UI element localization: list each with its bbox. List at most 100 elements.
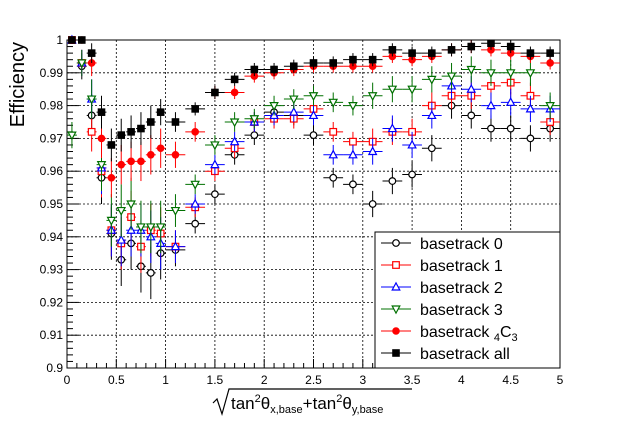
data-point: [106, 216, 117, 226]
data-point: [388, 46, 397, 54]
y-tick-label: 0.96: [40, 164, 64, 178]
data-point: [250, 65, 259, 74]
x-axis-title-sup: 2: [255, 393, 261, 405]
data-point: [127, 128, 135, 136]
x-tick-label: 0.5: [108, 373, 125, 387]
data-points: [67, 34, 560, 300]
y-tick-label: 1: [56, 33, 63, 47]
data-point: [146, 268, 155, 277]
legend: basetrack 0 basetrack 1 basetrack 2 basetra…: [374, 231, 561, 369]
data-point: [427, 144, 436, 153]
data-point: [68, 36, 76, 44]
data-point: [428, 49, 436, 57]
data-point: [408, 49, 416, 57]
data-point: [190, 180, 200, 190]
data-point: [505, 96, 516, 106]
data-point: [329, 59, 338, 67]
legend-marker: [392, 327, 400, 335]
data-point: [137, 157, 145, 166]
data-point: [506, 124, 515, 133]
x-tick-label: 4.5: [502, 373, 519, 387]
x-tick-label: 3: [359, 373, 366, 387]
y-tick-label: 0.98: [40, 99, 64, 113]
x-tick-label: 1: [162, 373, 169, 387]
legend-label: basetrack 3: [420, 302, 503, 319]
x-tick-label: 5: [557, 373, 564, 387]
data-point: [127, 157, 135, 166]
data-point: [117, 160, 126, 169]
data-point: [289, 62, 298, 71]
series-basetrack-all: [67, 36, 560, 162]
legend-marker: [392, 261, 400, 269]
data-point: [308, 92, 319, 102]
data-point: [408, 170, 417, 179]
data-point: [107, 141, 116, 149]
data-point: [388, 177, 397, 185]
legend-entry: basetrack 4C3: [381, 324, 518, 344]
data-point: [526, 49, 535, 57]
x-tick-label: 3.5: [404, 373, 421, 387]
data-point: [117, 131, 126, 139]
data-point: [387, 85, 398, 95]
legend-entry: basetrack all: [381, 346, 510, 363]
data-point: [466, 65, 477, 75]
data-point: [329, 173, 338, 182]
x-tick-label: 0: [64, 373, 71, 387]
data-point: [367, 146, 378, 156]
data-point: [308, 110, 319, 120]
data-point: [155, 223, 166, 233]
data-point: [427, 110, 437, 120]
data-point: [107, 173, 116, 182]
data-point: [506, 42, 515, 51]
data-point: [191, 128, 199, 136]
y-tick-labels: 0.9 0.91 0.92 0.93 0.94 0.95 0.96 0.97 0.98 0.99 1: [40, 33, 64, 375]
x-tick-labels: 0 0.5 1 1.5 2 2.5 3 3.5 4 4.5 5: [64, 373, 564, 387]
data-point: [269, 101, 279, 111]
legend-marker: [391, 281, 401, 291]
data-point: [229, 118, 240, 128]
data-point: [288, 95, 299, 105]
data-point: [171, 151, 180, 159]
sqrt-radical-icon: [212, 388, 412, 417]
data-point: [348, 149, 358, 159]
legend-entry: basetrack 2: [381, 280, 503, 297]
data-point: [467, 111, 476, 120]
legend-entry: basetrack 0: [381, 236, 503, 253]
data-point: [146, 223, 156, 233]
data-point: [156, 144, 165, 153]
data-point: [387, 123, 398, 133]
data-point: [191, 105, 199, 113]
y-tick-label: 0.9: [46, 361, 63, 375]
svg-text:tan2θx,base+tan2θy,base: tan2θx,base+tan2θy,base: [231, 393, 383, 416]
data-point: [288, 106, 299, 116]
x-tick-label: 2: [261, 373, 268, 387]
legend-entry: basetrack 1: [381, 258, 503, 275]
data-point: [126, 200, 136, 210]
data-point: [487, 39, 495, 48]
legend-label: basetrack 4C3: [420, 324, 518, 344]
legend-entries: basetrack 0 basetrack 1 basetrack 2 basetra…: [381, 236, 518, 363]
x-axis-title-sub-x: x,base: [270, 404, 302, 416]
x-tick-label: 1.5: [207, 373, 224, 387]
data-point: [486, 69, 496, 79]
data-point: [77, 36, 86, 44]
data-point: [349, 55, 357, 64]
y-axis-title: Efficiency: [7, 42, 29, 127]
data-point: [76, 59, 87, 69]
data-point: [86, 95, 97, 105]
y-tick-label: 0.94: [40, 230, 64, 244]
data-point: [136, 223, 146, 233]
x-axis-title-theta-2: θ: [342, 394, 351, 413]
y-tick-label: 0.91: [40, 328, 64, 342]
data-point: [190, 198, 200, 208]
data-point: [87, 49, 96, 57]
x-axis-title-plus: +: [303, 394, 313, 413]
data-point: [505, 69, 516, 79]
x-axis-title-tan: tan: [231, 394, 255, 413]
data-point: [328, 149, 339, 159]
x-tick-label: 2.5: [305, 373, 322, 387]
data-point: [210, 190, 219, 199]
y-tick-label: 0.93: [40, 263, 64, 277]
data-point: [349, 137, 357, 146]
x-axis-title: tan2θx,base+tan2θy,base: [212, 388, 412, 417]
